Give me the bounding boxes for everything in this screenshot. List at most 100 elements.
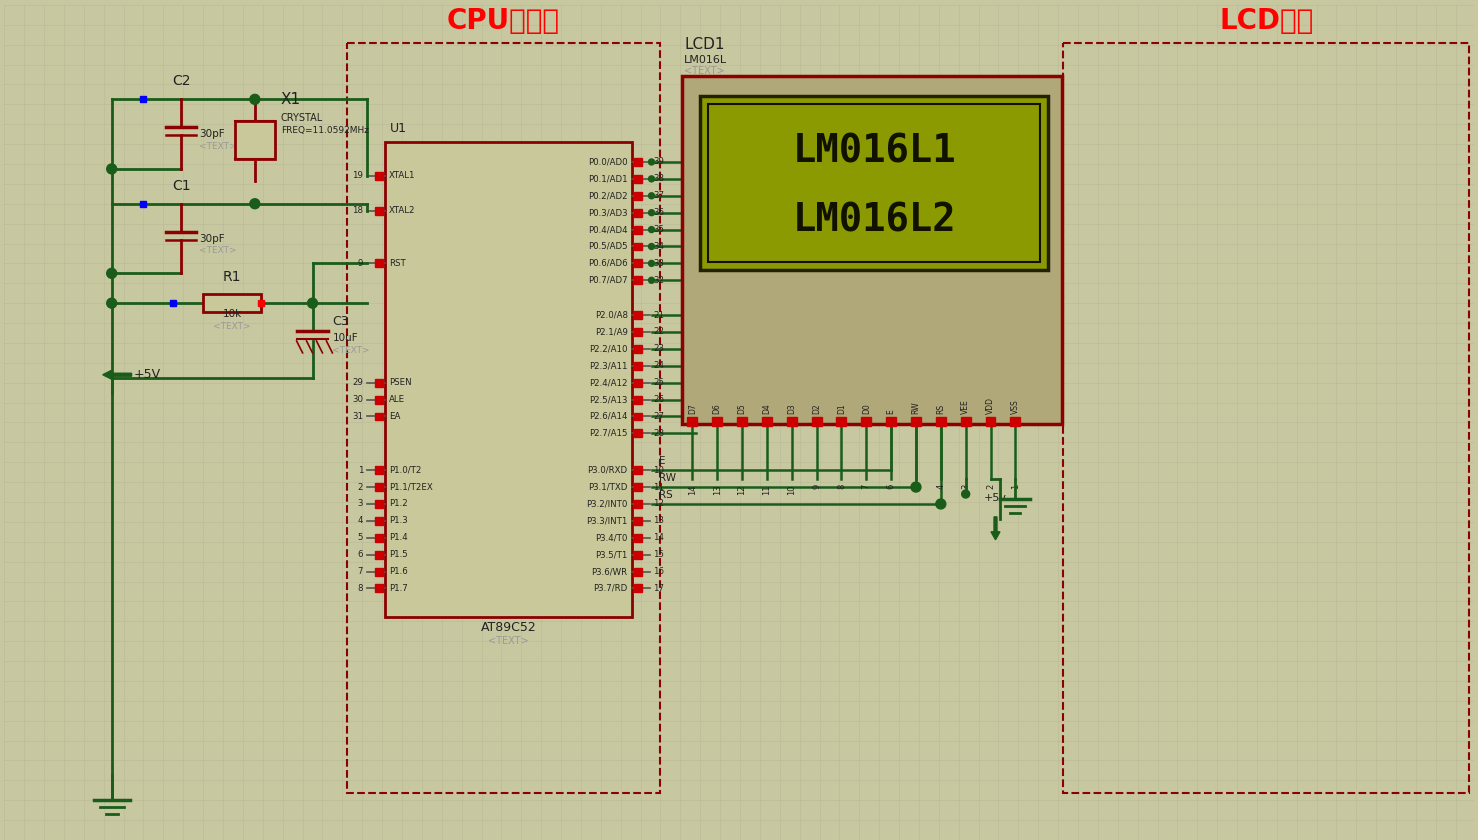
- Bar: [375, 517, 383, 525]
- Text: FREQ=11.0592MHz: FREQ=11.0592MHz: [281, 126, 368, 135]
- Text: <TEXT>: <TEXT>: [333, 346, 370, 354]
- Bar: [634, 328, 641, 336]
- Text: 3: 3: [358, 500, 364, 508]
- Bar: [1011, 417, 1020, 427]
- Text: P2.0/A8: P2.0/A8: [594, 311, 628, 319]
- Text: RW: RW: [912, 402, 921, 414]
- Circle shape: [307, 298, 318, 308]
- Text: 8: 8: [837, 484, 845, 490]
- Circle shape: [649, 159, 655, 165]
- Text: 21: 21: [653, 311, 665, 319]
- Bar: [375, 551, 383, 559]
- Bar: [634, 260, 641, 267]
- Bar: [837, 417, 847, 427]
- Text: P2.4/A12: P2.4/A12: [590, 378, 628, 387]
- Circle shape: [649, 260, 655, 266]
- Text: 33: 33: [653, 259, 665, 268]
- Text: <TEXT>: <TEXT>: [200, 246, 236, 255]
- Text: 6: 6: [358, 550, 364, 559]
- Bar: [375, 466, 383, 474]
- Bar: [634, 192, 641, 200]
- Text: C3: C3: [333, 315, 349, 328]
- Text: 16: 16: [653, 567, 665, 576]
- Text: P0.3/AD3: P0.3/AD3: [588, 208, 628, 218]
- Text: 11: 11: [653, 482, 665, 491]
- Text: X1: X1: [281, 92, 302, 108]
- Text: 5: 5: [358, 533, 364, 543]
- Text: 38: 38: [653, 175, 665, 183]
- Text: D4: D4: [763, 404, 772, 414]
- Bar: [701, 97, 1048, 270]
- Bar: [375, 207, 383, 215]
- Bar: [375, 396, 383, 403]
- Text: 23: 23: [653, 344, 665, 354]
- Text: RS: RS: [937, 404, 946, 414]
- Bar: [634, 175, 641, 183]
- Text: 13: 13: [653, 517, 665, 525]
- Text: P0.1/AD1: P0.1/AD1: [588, 175, 628, 183]
- Text: 8: 8: [358, 584, 364, 593]
- Text: 25: 25: [653, 378, 665, 387]
- Bar: [634, 568, 641, 575]
- Circle shape: [106, 164, 117, 174]
- Text: 35: 35: [653, 225, 665, 234]
- Text: 14: 14: [653, 533, 665, 543]
- Bar: [375, 500, 383, 508]
- Bar: [634, 396, 641, 403]
- Bar: [862, 417, 871, 427]
- Text: 1: 1: [1011, 484, 1020, 490]
- Text: E: E: [659, 456, 667, 466]
- Bar: [375, 568, 383, 575]
- Text: 37: 37: [653, 192, 665, 200]
- Text: P1.4: P1.4: [389, 533, 408, 543]
- Text: 13: 13: [712, 484, 721, 495]
- Text: RS: RS: [659, 490, 672, 500]
- Text: 10k: 10k: [222, 309, 241, 319]
- Text: 12: 12: [653, 500, 665, 508]
- Text: P3.7/RD: P3.7/RD: [593, 584, 628, 593]
- Text: P0.5/AD5: P0.5/AD5: [588, 242, 628, 251]
- Bar: [634, 362, 641, 370]
- Bar: [708, 104, 1041, 262]
- Bar: [986, 417, 996, 427]
- Text: <TEXT>: <TEXT>: [213, 322, 251, 331]
- Text: LM016L: LM016L: [684, 55, 727, 65]
- Text: LM016L2: LM016L2: [792, 202, 956, 239]
- Text: D3: D3: [788, 404, 797, 414]
- Bar: [634, 379, 641, 386]
- Text: XTAL2: XTAL2: [389, 206, 415, 215]
- Text: 10: 10: [788, 484, 797, 495]
- Bar: [634, 226, 641, 234]
- Text: +5v: +5v: [984, 493, 1007, 503]
- Text: 6: 6: [887, 484, 896, 490]
- Bar: [634, 466, 641, 474]
- Bar: [386, 142, 631, 617]
- Text: 36: 36: [653, 208, 665, 218]
- Text: <TEXT>: <TEXT>: [488, 636, 529, 646]
- Bar: [375, 585, 383, 592]
- Text: LM016L1: LM016L1: [792, 132, 956, 170]
- Text: 4: 4: [358, 517, 364, 525]
- Bar: [375, 483, 383, 491]
- Text: 18: 18: [352, 206, 364, 215]
- Text: 5: 5: [912, 484, 921, 490]
- FancyArrow shape: [103, 370, 132, 379]
- Circle shape: [649, 244, 655, 249]
- Text: 22: 22: [653, 328, 665, 337]
- Circle shape: [649, 227, 655, 233]
- Bar: [887, 417, 896, 427]
- Text: P1.1/T2EX: P1.1/T2EX: [389, 482, 433, 491]
- Text: LCD1: LCD1: [684, 37, 724, 51]
- Bar: [634, 311, 641, 319]
- Text: 9: 9: [358, 259, 364, 268]
- Text: R1: R1: [223, 270, 241, 284]
- Text: 15: 15: [653, 550, 665, 559]
- Circle shape: [649, 176, 655, 182]
- Text: EA: EA: [389, 412, 401, 421]
- FancyArrow shape: [992, 517, 1001, 540]
- Text: D2: D2: [811, 404, 822, 414]
- Text: 31: 31: [352, 412, 364, 421]
- Text: 27: 27: [653, 412, 665, 421]
- Text: LCD显示: LCD显示: [1219, 7, 1314, 34]
- Bar: [687, 417, 698, 427]
